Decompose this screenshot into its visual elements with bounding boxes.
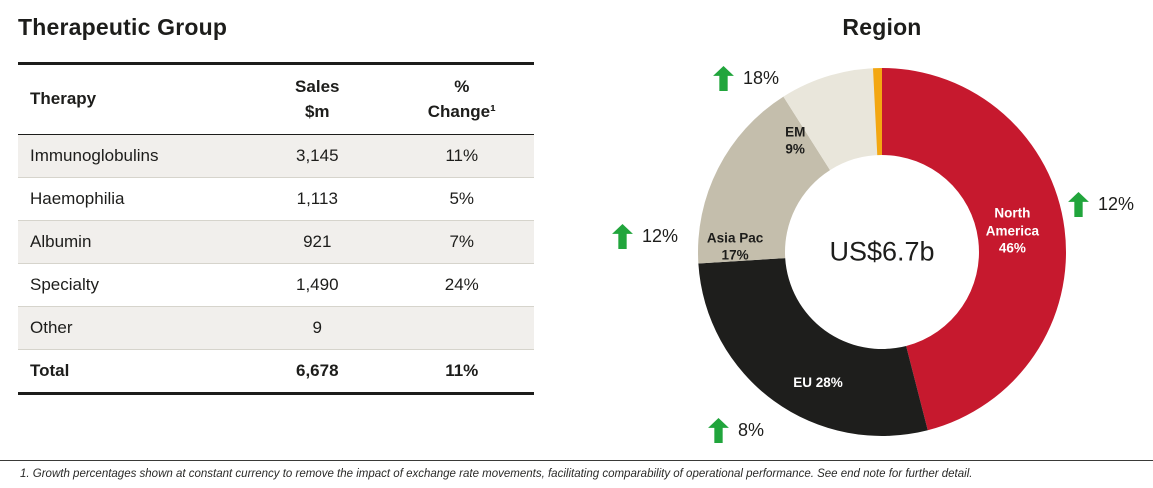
- table-header-row: Therapy Sales $m % Change¹: [18, 61, 534, 136]
- change-cell: [389, 306, 534, 351]
- growth-callout-eu: 8%: [708, 418, 764, 443]
- sales-cell: 1,490: [245, 263, 390, 308]
- footnote-text: 1. Growth percentages shown at constant …: [20, 468, 973, 480]
- up-arrow-icon: [708, 418, 729, 443]
- therapy-cell: Haemophilia: [18, 177, 246, 222]
- table-row-haemophilia: Haemophilia 1,113 5%: [18, 177, 534, 222]
- up-arrow-icon: [612, 224, 633, 249]
- region-title: Region: [842, 14, 922, 40]
- growth-value-north-america: 12%: [1098, 194, 1135, 214]
- table-row-total: Total 6,678 11%: [18, 349, 534, 396]
- change-cell: 5%: [389, 177, 534, 222]
- growth-value-em: 18%: [743, 68, 780, 88]
- change-cell: 11%: [389, 349, 534, 396]
- change-header-line2: Change¹: [427, 101, 496, 121]
- growth-value-eu: 8%: [738, 420, 765, 440]
- growth-callout-asia-pac: 12%: [612, 224, 678, 249]
- up-arrow-shape: [713, 66, 734, 91]
- up-arrow-icon: [1068, 192, 1089, 217]
- therapy-sales-table: Therapy Sales $m % Change¹ Immunoglobuli…: [18, 61, 534, 396]
- change-cell: 24%: [389, 263, 534, 308]
- donut-segment-eu: [698, 258, 928, 437]
- up-arrow-shape: [708, 418, 729, 443]
- sales-column-header: Sales $m: [245, 61, 390, 136]
- up-arrow-shape: [612, 224, 633, 249]
- table-row-specialty: Specialty 1,490 24%: [18, 263, 534, 308]
- therapy-cell: Albumin: [18, 220, 246, 265]
- sales-cell: 6,678: [245, 349, 390, 396]
- growth-value-asia-pac: 12%: [642, 226, 679, 246]
- therapy-cell: Specialty: [18, 263, 246, 308]
- donut-center-label: US$6.7b: [829, 236, 935, 267]
- donut-segment-north-america: [882, 68, 1067, 431]
- footnote-divider: [0, 460, 1153, 461]
- table-row-other: Other 9: [18, 306, 534, 351]
- growth-callout-north-america: 12%: [1068, 192, 1134, 217]
- region-donut-chart: North America 46% EU 28% Asia Pac 17% EM 9% US$…: [692, 62, 1072, 442]
- table-row-immunoglobulins: Immunoglobulins 3,145 11%: [18, 134, 534, 179]
- donut-segment-asia-pac: [697, 96, 831, 264]
- up-arrow-shape: [1068, 192, 1089, 217]
- therapy-cell: Other: [18, 306, 246, 351]
- sales-header-line2: $m: [304, 101, 330, 121]
- therapy-cell: Immunoglobulins: [18, 134, 246, 179]
- therapeutic-group-title: Therapeutic Group: [18, 14, 228, 40]
- donut-segment-em: [783, 68, 882, 171]
- up-arrow-icon: [713, 66, 734, 91]
- change-cell: 11%: [389, 134, 534, 179]
- therapy-column-header: Therapy: [18, 61, 246, 136]
- change-header-line1: %: [454, 77, 470, 96]
- donut-svg: [697, 68, 1067, 437]
- change-cell: 7%: [389, 220, 534, 265]
- change-column-header: % Change¹: [389, 61, 534, 136]
- table-row-albumin: Albumin 921 7%: [18, 220, 534, 265]
- sales-cell: 1,113: [245, 177, 390, 222]
- therapy-cell: Total: [18, 349, 246, 396]
- sales-cell: 921: [245, 220, 390, 265]
- sales-cell: 9: [245, 306, 390, 351]
- growth-callout-em: 18%: [713, 66, 779, 91]
- sales-header-line1: Sales: [295, 77, 340, 96]
- sales-cell: 3,145: [245, 134, 390, 179]
- donut-accent-sliver: [873, 68, 882, 156]
